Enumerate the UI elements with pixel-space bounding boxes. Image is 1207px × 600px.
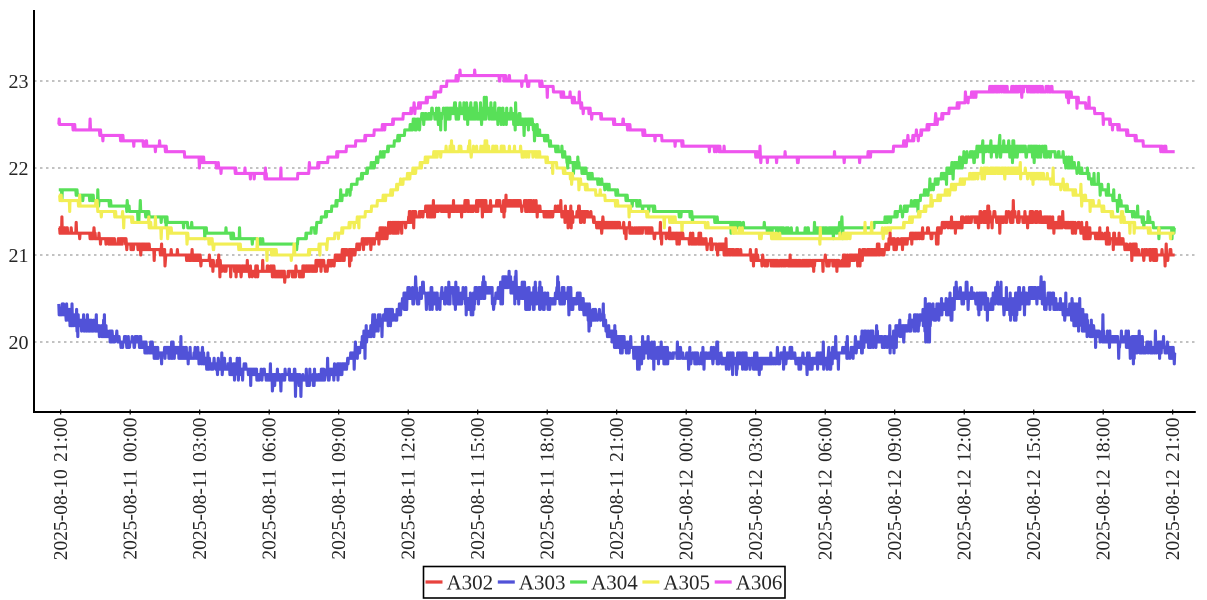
svg-text:2025-08-12 12:00: 2025-08-12 12:00 (955, 418, 976, 561)
svg-text:2025-08-11 21:00: 2025-08-11 21:00 (607, 418, 628, 560)
svg-text:2025-08-12 21:00: 2025-08-12 21:00 (1163, 418, 1184, 561)
svg-text:22: 22 (9, 158, 29, 180)
svg-text:A303: A303 (519, 571, 566, 595)
svg-text:A304: A304 (591, 571, 638, 595)
svg-text:23: 23 (9, 71, 29, 93)
svg-text:2025-08-11 09:00: 2025-08-11 09:00 (329, 418, 350, 560)
svg-text:2025-08-12 18:00: 2025-08-12 18:00 (1094, 418, 1115, 561)
svg-text:2025-08-11 00:00: 2025-08-11 00:00 (121, 418, 142, 560)
svg-text:2025-08-11 03:00: 2025-08-11 03:00 (190, 418, 211, 560)
svg-text:2025-08-11 06:00: 2025-08-11 06:00 (260, 418, 281, 560)
svg-text:A302: A302 (447, 571, 494, 595)
svg-text:A306: A306 (736, 571, 783, 595)
svg-text:A305: A305 (663, 571, 710, 595)
svg-text:2025-08-12 00:00: 2025-08-12 00:00 (677, 418, 698, 561)
svg-text:2025-08-11 15:00: 2025-08-11 15:00 (468, 418, 489, 560)
svg-text:2025-08-12 06:00: 2025-08-12 06:00 (816, 418, 837, 561)
svg-text:2025-08-12 15:00: 2025-08-12 15:00 (1024, 418, 1045, 561)
svg-text:2025-08-12 03:00: 2025-08-12 03:00 (746, 418, 767, 561)
svg-text:2025-08-11 18:00: 2025-08-11 18:00 (538, 418, 559, 560)
svg-text:2025-08-11 12:00: 2025-08-11 12:00 (399, 418, 420, 560)
svg-text:2025-08-12 09:00: 2025-08-12 09:00 (885, 418, 906, 561)
svg-text:20: 20 (9, 332, 29, 354)
svg-text:21: 21 (9, 245, 29, 267)
svg-text:2025-08-10 21:00: 2025-08-10 21:00 (51, 418, 72, 561)
